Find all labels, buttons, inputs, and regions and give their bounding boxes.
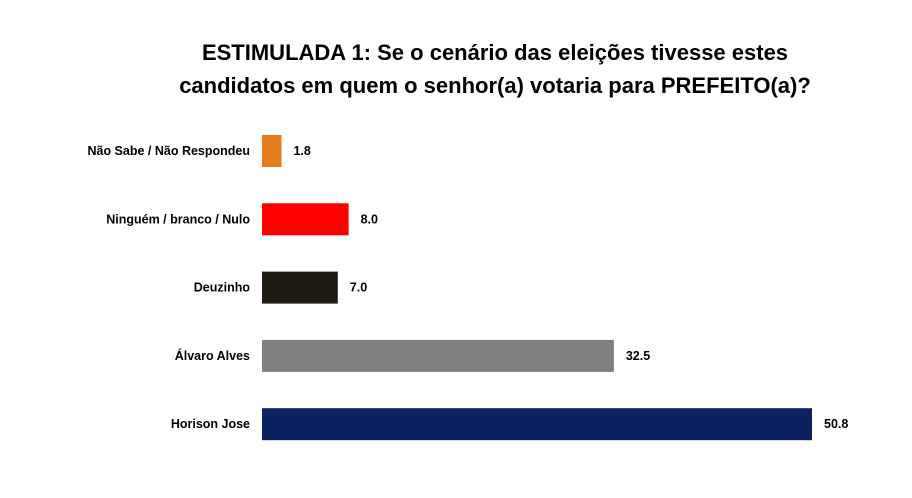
bar-row: Ninguém / branco / Nulo 8.0	[106, 203, 378, 236]
chart-title: ESTIMULADA 1: Se o cenário das eleições …	[80, 36, 910, 102]
bar-row: Deuzinho 7.0	[194, 271, 367, 304]
category-label: Deuzinho	[194, 281, 251, 295]
bar-row: Álvaro Alves 32.5	[175, 339, 650, 372]
bar	[262, 271, 338, 304]
chart-title-line-2: candidatos em quem o senhor(a) votaria p…	[179, 73, 811, 98]
bar	[262, 408, 812, 441]
data-label: 8.0	[361, 212, 378, 226]
bar	[262, 339, 614, 372]
chart-title-line-1: ESTIMULADA 1: Se o cenário das eleições …	[201, 40, 789, 65]
category-label: Não Sabe / Não Respondeu	[87, 144, 250, 158]
bar	[262, 203, 349, 236]
data-label: 32.5	[626, 349, 650, 363]
bar	[262, 135, 282, 167]
data-label: 7.0	[350, 281, 367, 295]
data-label: 50.8	[824, 417, 848, 431]
bar-row: Não Sabe / Não Respondeu 1.8	[87, 135, 311, 167]
data-label: 1.8	[293, 144, 310, 158]
bar-row: Horison Jose 50.8	[171, 408, 848, 441]
category-label: Horison Jose	[171, 417, 250, 431]
category-label: Álvaro Alves	[175, 348, 250, 363]
category-label: Ninguém / branco / Nulo	[106, 212, 250, 226]
